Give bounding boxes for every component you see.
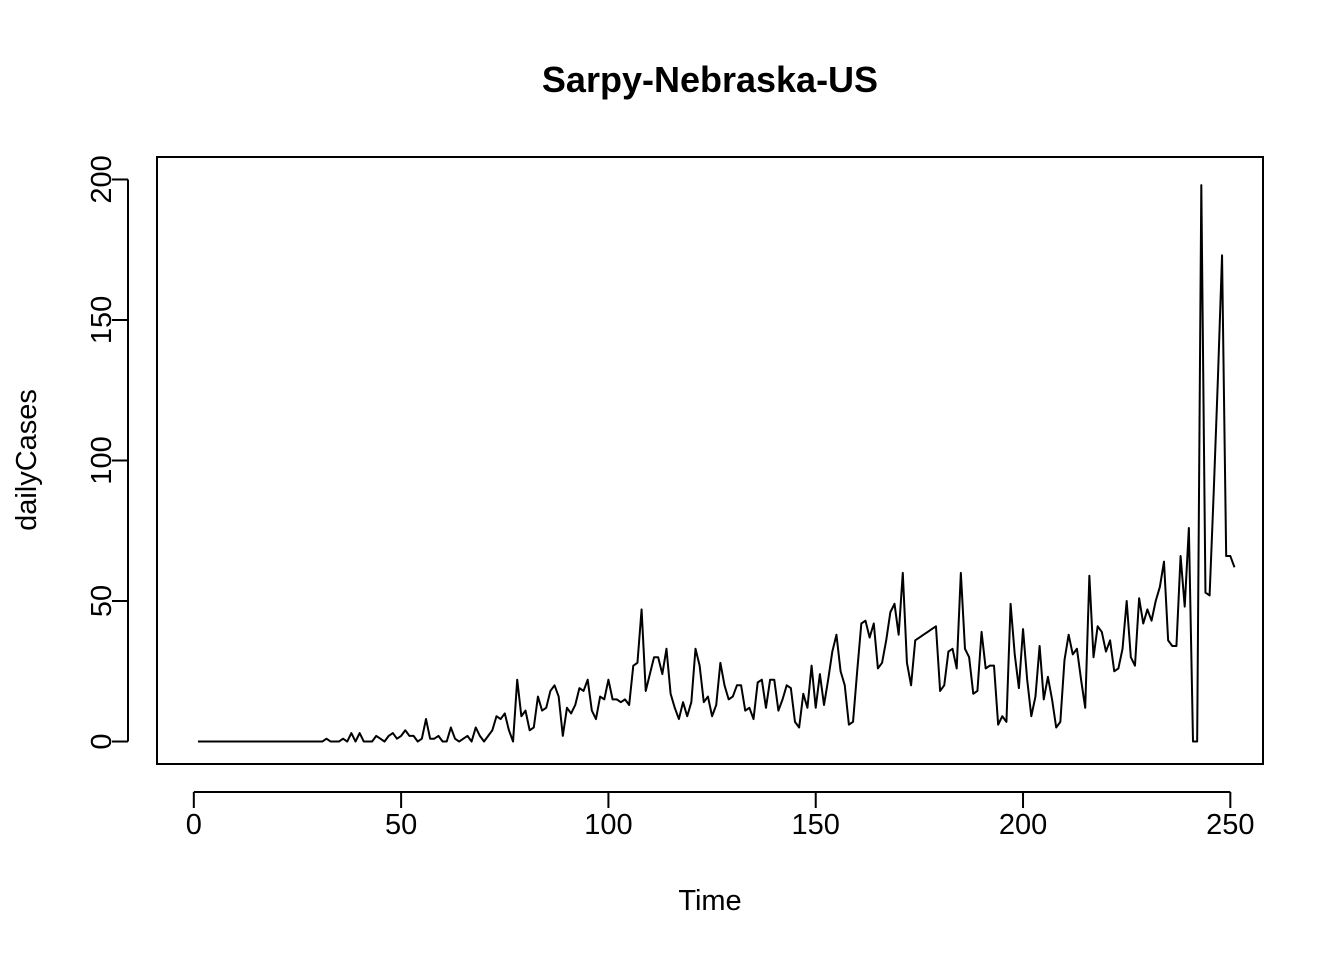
y-tick-label: 150	[86, 296, 118, 344]
y-axis-label: dailyCases	[11, 389, 43, 531]
y-tick-label: 100	[86, 436, 118, 484]
x-tick-label: 0	[186, 809, 202, 841]
x-tick-label: 100	[584, 809, 632, 841]
y-tick-label: 50	[86, 585, 118, 617]
x-axis-label: Time	[678, 885, 741, 917]
x-axis: 0 50 100 150 200 250	[186, 792, 1255, 841]
x-tick-label: 250	[1206, 809, 1254, 841]
y-tick-label: 200	[86, 155, 118, 203]
series-line-daily-cases	[198, 185, 1235, 741]
chart-title: Sarpy-Nebraska-US	[542, 59, 878, 100]
y-tick-label: 0	[86, 733, 118, 749]
x-tick-label: 150	[792, 809, 840, 841]
x-tick-label: 50	[385, 809, 417, 841]
plot-frame	[157, 157, 1263, 764]
x-tick-label: 200	[999, 809, 1047, 841]
y-axis: 0 50 100 150 200	[86, 155, 128, 749]
